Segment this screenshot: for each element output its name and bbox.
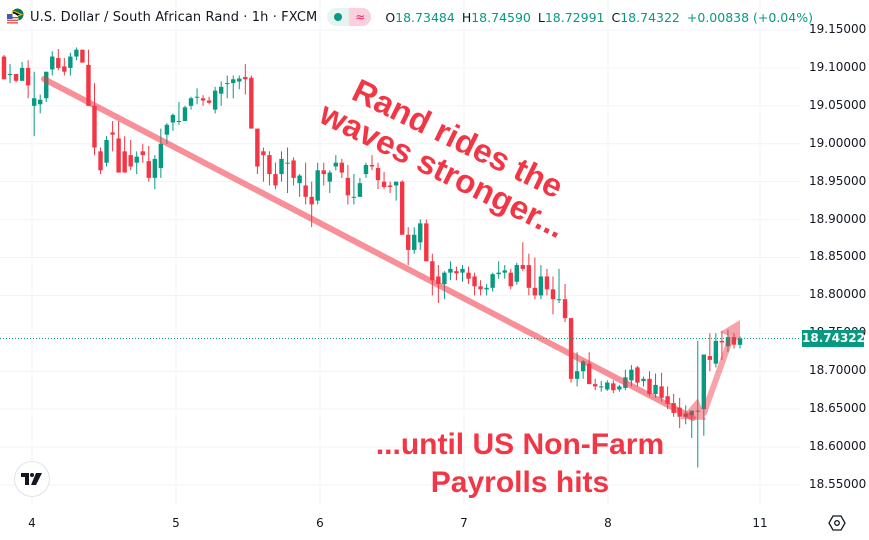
market-status-pill[interactable]: ≈ bbox=[327, 8, 372, 26]
open-value: 18.73484 bbox=[395, 9, 455, 25]
time-tick: 7 bbox=[460, 516, 468, 530]
price-tick: 18.80000 bbox=[809, 287, 867, 302]
price-tick: 18.90000 bbox=[809, 211, 867, 226]
price-tick: 18.55000 bbox=[809, 476, 867, 491]
price-tick: 18.85000 bbox=[809, 249, 867, 264]
price-tick: 19.10000 bbox=[809, 59, 867, 74]
candlestick-series bbox=[1, 47, 743, 468]
price-tick: 18.95000 bbox=[809, 173, 867, 188]
chart-settings-icon[interactable] bbox=[828, 514, 846, 532]
annotation-nfp[interactable]: ...until US Non-Farm Payrolls hits bbox=[375, 428, 665, 499]
time-tick: 8 bbox=[604, 516, 612, 530]
price-tick: 18.70000 bbox=[809, 363, 867, 378]
usd-zar-flag-icon bbox=[6, 8, 24, 26]
low-value: 18.72991 bbox=[544, 9, 605, 25]
downtrend-arrow bbox=[41, 76, 696, 421]
data-delay-wave-icon: ≈ bbox=[349, 8, 372, 26]
price-tick: 19.15000 bbox=[809, 22, 867, 36]
time-tick: 11 bbox=[752, 516, 768, 530]
time-tick: 5 bbox=[172, 516, 180, 530]
tradingview-logo-icon[interactable] bbox=[14, 461, 50, 497]
price-tick: 19.00000 bbox=[809, 135, 867, 150]
symbol-title[interactable]: U.S. Dollar / South African Rand · 1h · … bbox=[30, 9, 318, 25]
close-value: 18.74322 bbox=[620, 9, 680, 25]
uptrend-arrow bbox=[680, 320, 740, 420]
price-tick: 19.05000 bbox=[809, 97, 867, 112]
time-tick: 6 bbox=[316, 516, 324, 530]
price-tick: 18.65000 bbox=[809, 401, 867, 416]
symbol-legend: U.S. Dollar / South African Rand · 1h · … bbox=[6, 6, 820, 28]
change-value: +0.00838 (+0.04%) bbox=[686, 9, 813, 25]
ohlc-values: O18.73484 H18.74590 L18.72991 C18.74322 +0.0… bbox=[385, 9, 813, 25]
price-tick: 18.60000 bbox=[809, 439, 867, 454]
time-tick: 4 bbox=[28, 516, 36, 530]
last-price-tag: 18.74322 bbox=[802, 329, 866, 347]
high-value: 18.74590 bbox=[471, 9, 531, 25]
market-open-dot-icon bbox=[334, 13, 343, 21]
